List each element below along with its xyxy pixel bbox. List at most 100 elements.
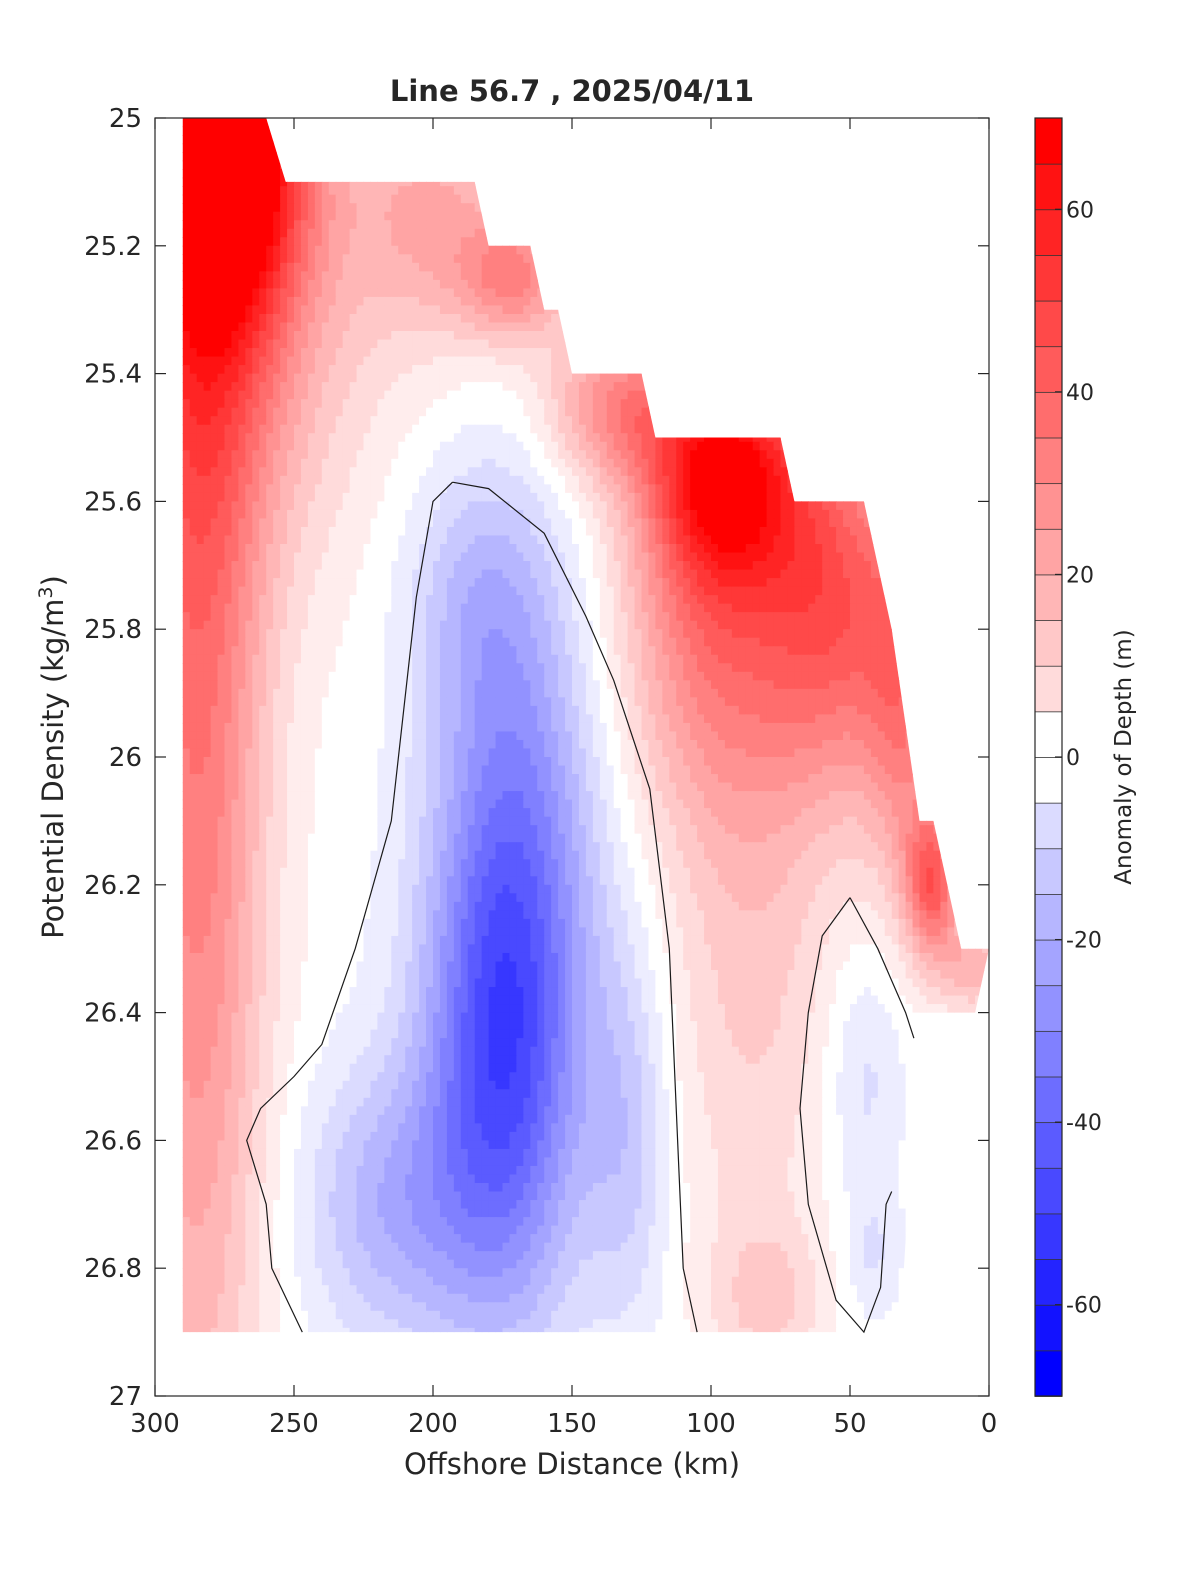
- anomaly-cell: [717, 382, 726, 392]
- anomaly-cell: [189, 467, 198, 477]
- anomaly-cell: [169, 152, 177, 161]
- anomaly-cell: [551, 143, 559, 153]
- anomaly-cell: [280, 382, 288, 392]
- anomaly-cell: [759, 382, 768, 392]
- anomaly-cell: [898, 424, 907, 434]
- anomaly-cell: [231, 194, 239, 204]
- anomaly-cell: [259, 365, 267, 375]
- anomaly-cell: [662, 169, 670, 179]
- anomaly-cell: [502, 237, 511, 247]
- anomaly-cell: [926, 441, 934, 451]
- anomaly-cell: [530, 373, 538, 383]
- anomaly-cell: [585, 296, 594, 307]
- anomaly-cell: [759, 424, 768, 434]
- anomaly-cell: [495, 305, 504, 315]
- anomaly-cell: [426, 339, 434, 349]
- anomaly-cell: [203, 220, 212, 230]
- anomaly-cell: [884, 118, 893, 128]
- anomaly-cell: [829, 433, 837, 443]
- anomaly-cell: [724, 143, 733, 153]
- anomaly-cell: [335, 203, 344, 213]
- anomaly-cell: [919, 135, 928, 145]
- anomaly-cell: [711, 126, 719, 136]
- anomaly-cell: [280, 194, 288, 204]
- anomaly-cell: [947, 288, 955, 298]
- anomaly-cell: [162, 280, 170, 289]
- anomaly-cell: [822, 194, 830, 204]
- anomaly-cell: [599, 322, 608, 332]
- anomaly-cell: [850, 441, 858, 451]
- anomaly-cell: [843, 424, 851, 434]
- anomaly-cell: [280, 211, 288, 221]
- anomaly-cell: [516, 348, 524, 358]
- anomaly-cell: [599, 467, 608, 477]
- anomaly-cell: [488, 331, 497, 341]
- anomaly-cell: [578, 356, 587, 366]
- anomaly-cell: [669, 305, 677, 315]
- anomaly-cell: [335, 262, 344, 272]
- anomaly-cell: [655, 339, 663, 349]
- anomaly-cell: [975, 254, 983, 264]
- anomaly-cell: [870, 211, 879, 221]
- anomaly-cell: [182, 339, 191, 349]
- anomaly-cell: [238, 390, 246, 400]
- anomaly-cell: [912, 152, 921, 162]
- anomaly-cell: [926, 382, 934, 392]
- anomaly-cell: [488, 203, 497, 213]
- anomaly-cell: [196, 373, 205, 383]
- anomaly-cell: [544, 245, 552, 255]
- anomaly-cell: [641, 458, 650, 468]
- anomaly-cell: [717, 441, 726, 451]
- anomaly-cell: [488, 296, 497, 307]
- anomaly-cell: [502, 399, 511, 409]
- anomaly-cell: [926, 211, 934, 221]
- anomaly-cell: [933, 458, 941, 468]
- anomaly-cell: [488, 305, 497, 315]
- anomaly-cell: [836, 373, 844, 383]
- anomaly-cell: [502, 152, 511, 162]
- anomaly-cell: [321, 399, 330, 409]
- anomaly-cell: [224, 220, 233, 230]
- anomaly-cell: [794, 160, 802, 170]
- anomaly-cell: [933, 169, 941, 179]
- anomaly-cell: [460, 339, 469, 349]
- anomaly-cell: [641, 348, 650, 358]
- anomaly-cell: [182, 467, 191, 477]
- anomaly-cell: [655, 390, 663, 400]
- anomaly-cell: [578, 279, 587, 289]
- anomaly-cell: [634, 126, 643, 136]
- anomaly-cell: [780, 322, 789, 332]
- anomaly-cell: [273, 296, 281, 307]
- anomaly-cell: [711, 228, 719, 238]
- anomaly-cell: [599, 135, 608, 145]
- anomaly-cell: [300, 382, 309, 392]
- anomaly-cell: [905, 416, 914, 426]
- anomaly-cell: [843, 143, 851, 153]
- anomaly-cell: [467, 271, 476, 281]
- anomaly-cell: [877, 382, 886, 392]
- anomaly-cell: [384, 450, 392, 460]
- anomaly-cell: [669, 143, 677, 153]
- anomaly-cell: [439, 135, 448, 145]
- anomaly-cell: [655, 126, 663, 136]
- anomaly-cell: [259, 339, 267, 349]
- anomaly-cell: [717, 220, 726, 230]
- anomaly-cell: [182, 245, 184, 255]
- anomaly-cell: [919, 339, 928, 349]
- anomaly-cell: [300, 424, 309, 434]
- anomaly-cell: [266, 356, 274, 366]
- anomaly-cell: [731, 118, 740, 128]
- anomaly-cell: [655, 262, 663, 272]
- anomaly-cell: [947, 126, 955, 136]
- anomaly-cell: [495, 143, 504, 153]
- anomaly-cell: [898, 211, 907, 221]
- anomaly-cell: [266, 288, 274, 298]
- anomaly-cell: [502, 262, 511, 272]
- anomaly-cell: [321, 288, 330, 298]
- anomaly-cell: [488, 126, 497, 136]
- anomaly-cell: [961, 424, 969, 434]
- anomaly-cell: [321, 450, 330, 460]
- anomaly-cell: [196, 313, 205, 324]
- anomaly-cell: [294, 279, 302, 289]
- anomaly-cell: [565, 441, 573, 451]
